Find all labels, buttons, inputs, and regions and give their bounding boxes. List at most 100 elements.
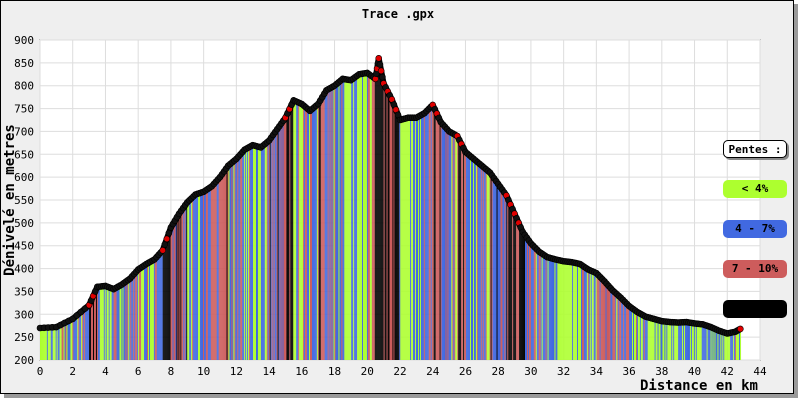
slope-bar xyxy=(714,328,716,360)
slope-bar xyxy=(623,300,625,360)
slope-bar xyxy=(592,271,594,360)
slope-bar xyxy=(65,321,67,360)
y-tick-label: 350 xyxy=(14,285,34,298)
slope-bar xyxy=(538,251,540,360)
slope-bar xyxy=(461,143,463,360)
slope-bar xyxy=(66,321,68,360)
slope-bar xyxy=(430,105,432,361)
slope-bar xyxy=(689,322,691,360)
slope-bar xyxy=(152,259,154,360)
slope-bar xyxy=(500,187,502,360)
slope-bar xyxy=(589,270,591,360)
slope-bar xyxy=(285,115,287,360)
slope-bar xyxy=(728,333,730,360)
slope-bar xyxy=(121,284,123,360)
slope-bar xyxy=(268,139,270,360)
slope-bar xyxy=(617,294,619,360)
slope-bar xyxy=(653,318,655,360)
profile-dots xyxy=(36,54,744,337)
slope-bar xyxy=(246,148,248,360)
slope-bar xyxy=(270,136,272,360)
slope-bar xyxy=(148,261,150,360)
slope-bar xyxy=(146,263,148,360)
slope-bar xyxy=(93,294,95,360)
slope-bar xyxy=(485,169,487,360)
slope-bar xyxy=(315,105,317,361)
slope-bar xyxy=(110,287,112,360)
slope-bar xyxy=(712,327,714,360)
slope-bar xyxy=(421,114,423,360)
slope-bar xyxy=(610,287,612,360)
slope-bar xyxy=(413,117,415,360)
slope-bar xyxy=(46,327,48,360)
slope-bar xyxy=(281,121,283,360)
slope-bar xyxy=(97,286,99,360)
slope-bar xyxy=(635,311,637,360)
slope-bar xyxy=(253,145,255,360)
slope-bar xyxy=(190,198,192,360)
slope-bar xyxy=(85,307,87,360)
slope-bar xyxy=(474,159,476,360)
slope-bar xyxy=(645,316,647,360)
slope-bar xyxy=(159,252,161,360)
slope-bar xyxy=(47,327,49,360)
slope-bar xyxy=(510,204,512,360)
slope-bar xyxy=(496,181,498,360)
slope-bar xyxy=(590,270,592,360)
slope-bar xyxy=(615,292,617,360)
slope-bar xyxy=(525,235,527,360)
slope-bar xyxy=(124,281,126,360)
slope-bar xyxy=(561,260,563,360)
slope-bar xyxy=(545,256,547,360)
slope-bar xyxy=(94,291,95,360)
slope-bar xyxy=(508,199,510,360)
slope-bar xyxy=(451,132,453,360)
slope-bar xyxy=(287,111,289,360)
slope-bar xyxy=(356,75,358,360)
slope-bar xyxy=(676,322,678,360)
slope-bar xyxy=(304,105,306,360)
profile-dot xyxy=(163,235,171,243)
slope-bar xyxy=(390,96,392,361)
slope-bar xyxy=(147,263,149,360)
slope-bar xyxy=(58,325,60,360)
slope-bar xyxy=(198,193,200,360)
x-tick-label: 14 xyxy=(262,365,276,378)
slope-bar xyxy=(469,155,471,360)
y-tick-label: 250 xyxy=(14,331,34,344)
slope-bar xyxy=(671,322,673,360)
slope-bar xyxy=(677,322,679,360)
slope-bar xyxy=(288,109,290,360)
slope-bar xyxy=(414,117,416,360)
slope-bar xyxy=(680,322,682,360)
slope-bar xyxy=(551,258,553,360)
slope-bar xyxy=(475,160,477,360)
slope-bar xyxy=(57,325,59,360)
slope-bar xyxy=(735,331,737,360)
slope-bar xyxy=(535,248,537,360)
slope-bar xyxy=(336,83,338,360)
slope-bar xyxy=(441,123,443,360)
y-tick-label: 800 xyxy=(14,80,34,93)
slope-bar xyxy=(384,85,386,360)
slope-bar xyxy=(233,160,235,360)
slope-bar xyxy=(323,93,325,361)
slope-bar xyxy=(628,305,630,360)
slope-bar xyxy=(608,285,610,360)
slope-bar xyxy=(127,279,129,360)
slope-bar xyxy=(391,98,393,360)
slope-bar xyxy=(499,185,501,360)
slope-bar xyxy=(574,262,576,360)
slope-bar xyxy=(77,314,79,360)
slope-bar xyxy=(669,321,671,360)
slope-bar xyxy=(547,257,549,360)
slope-bar xyxy=(371,76,373,361)
slope-bar xyxy=(627,304,629,360)
slope-bar xyxy=(403,118,405,360)
slope-bar xyxy=(594,272,596,360)
slope-bar xyxy=(454,134,456,360)
slope-bar xyxy=(517,219,519,360)
profile-dot xyxy=(376,61,384,68)
slope-bar xyxy=(74,316,76,360)
slope-bar xyxy=(82,310,84,360)
